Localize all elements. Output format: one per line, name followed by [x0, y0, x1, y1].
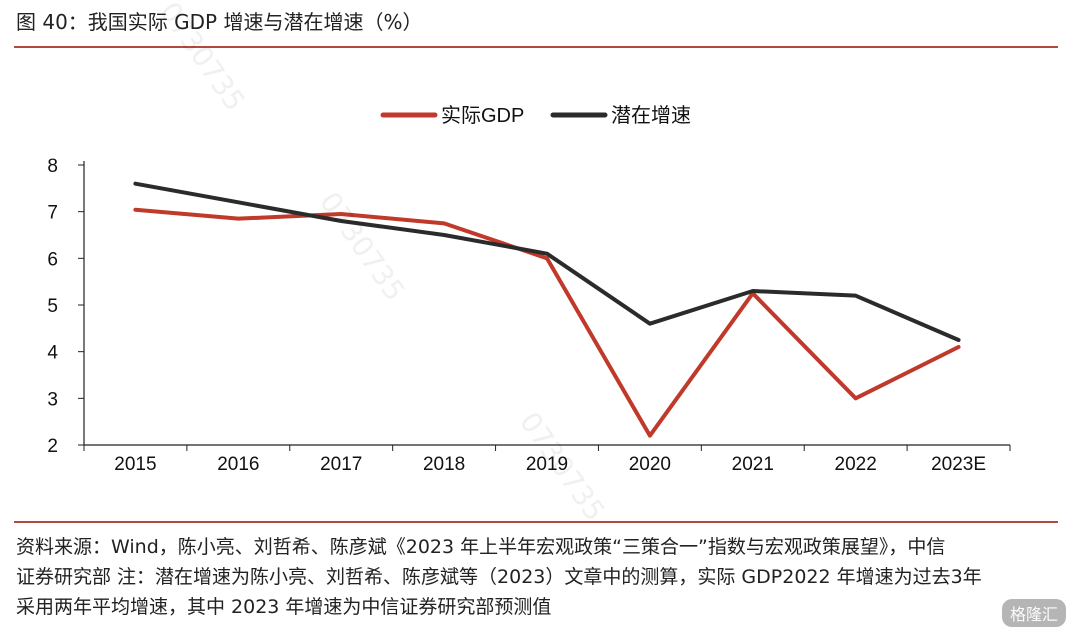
- x-tick-label-2021: 2021: [732, 454, 774, 475]
- y-tick-label-6: 6: [47, 249, 58, 270]
- y-tick-label-8: 8: [47, 156, 58, 177]
- x-tick-label-2015: 2015: [114, 454, 156, 475]
- chart-svg: 2 3 4 5 6 7 8 2015 2016 2017 2018 2019 2020 2021 2022 2…: [47, 104, 1011, 475]
- source-line-2: 证券研究部 注：潜在增速为陈小亮、刘哲希、陈彦斌等（2023）文章中的测算，实际…: [16, 566, 982, 588]
- x-tick-label-2017: 2017: [320, 454, 362, 475]
- source-line-1: 资料来源：Wind，陈小亮、刘哲希、陈彦斌《2023 年上半年宏观政策“三策合一…: [16, 536, 946, 558]
- source-line-3: 采用两年平均增速，其中 2023 年增速为中信证券研究部预测值: [16, 596, 552, 618]
- y-tick-label-3: 3: [47, 389, 58, 410]
- series-line-0: [133, 207, 961, 438]
- x-tick-label-2020: 2020: [629, 454, 671, 475]
- title-rule: [14, 46, 1058, 48]
- x-tick-label-2016: 2016: [217, 454, 259, 475]
- figure-title: 图 40：我国实际 GDP 增速与潜在增速（%）: [16, 10, 423, 34]
- x-tick-label-2018: 2018: [423, 454, 465, 475]
- line-chart: 2 3 4 5 6 7 8 2015 2016 2017 2018 2019 2020 2021 2022 2…: [0, 48, 1080, 518]
- source-rule: [14, 521, 1058, 523]
- x-tick-label-2023E: 2023E: [931, 454, 986, 475]
- y-tick-label-5: 5: [47, 296, 58, 317]
- series-line-1: [133, 181, 961, 342]
- y-tick-label-7: 7: [47, 203, 58, 224]
- legend-label-0: 实际GDP: [441, 104, 524, 127]
- x-tick-label-2019: 2019: [526, 454, 568, 475]
- x-tick-label-2022: 2022: [835, 454, 877, 475]
- y-tick-label-4: 4: [47, 343, 58, 364]
- y-tick-label-2: 2: [47, 436, 58, 457]
- legend-label-1: 潜在增速: [611, 104, 691, 127]
- source-notes: 资料来源：Wind，陈小亮、刘哲希、陈彦斌《2023 年上半年宏观政策“三策合一…: [16, 532, 1066, 622]
- brand-badge: 格隆汇: [1001, 599, 1066, 627]
